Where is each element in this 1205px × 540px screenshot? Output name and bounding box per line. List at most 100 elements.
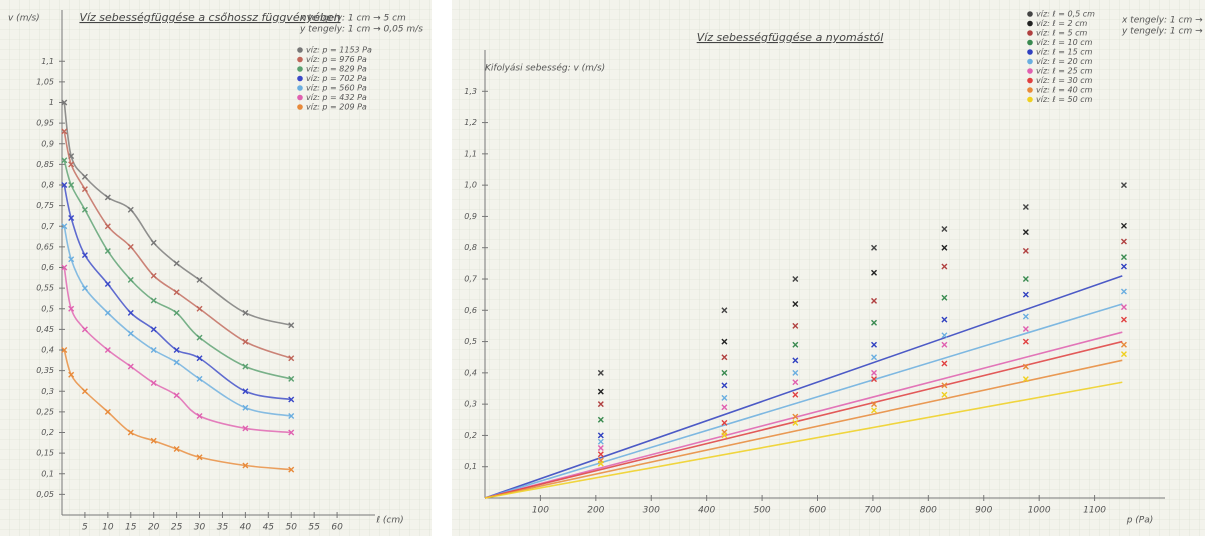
y-tick-label: 0,5 [41, 304, 54, 313]
y-tick-label: 0,9 [41, 139, 54, 148]
legend-label: víz: p = 560 Pa [306, 84, 367, 93]
x-tick-label: 25 [171, 523, 183, 533]
x-tick-label: 35 [217, 523, 229, 533]
legend-label: víz: ℓ = 40 cm [1036, 86, 1093, 95]
legend-swatch [1027, 97, 1033, 103]
legend-swatch [1027, 40, 1033, 46]
legend-swatch [1027, 49, 1033, 55]
legend-swatch [297, 47, 303, 53]
legend-swatch [1027, 78, 1033, 84]
legend-label: víz: p = 829 Pa [306, 65, 367, 74]
x-tick-label: 900 [975, 506, 992, 516]
y-tick-label: 0,6 [464, 306, 477, 315]
y-tick-label: 0,1 [464, 462, 477, 471]
legend-label: víz: p = 209 Pa [306, 103, 367, 112]
x-tick-label: 1100 [1083, 506, 1106, 516]
x-tick-label: 40 [240, 523, 252, 533]
y-tick-label: 0,2 [464, 431, 477, 440]
legend-label: víz: ℓ = 0,5 cm [1036, 10, 1095, 19]
scale-note: y tengely: 1 cm → 0,05 m/s [299, 25, 423, 35]
page: Víz sebességfüggése a csőhossz függvényé… [0, 0, 1205, 536]
x-tick-label: 10 [102, 523, 114, 533]
legend-swatch [297, 66, 303, 72]
legend-label: víz: ℓ = 50 cm [1036, 95, 1093, 104]
y-tick-label: 0,4 [464, 368, 477, 377]
y-tick-label: 0,25 [36, 407, 54, 416]
y-tick-label: 0,15 [36, 449, 54, 458]
y-tick-label: 0,2 [41, 428, 54, 437]
x-axis-label: ℓ (cm) [375, 516, 403, 526]
legend-swatch [297, 104, 303, 110]
legend-label: víz: ℓ = 10 cm [1036, 38, 1093, 47]
y-tick-label: 0,7 [41, 222, 55, 231]
y-tick-label: 1 [49, 98, 54, 107]
x-tick-label: 15 [125, 523, 137, 533]
legend-label: víz: ℓ = 20 cm [1036, 57, 1093, 66]
y-axis-label: Kifolyási sebesség: v (m/s) [485, 63, 605, 74]
y-tick-label: 1,1 [41, 57, 54, 66]
y-tick-label: 0,75 [36, 201, 54, 210]
legend-label: víz: ℓ = 2 cm [1036, 19, 1088, 28]
legend-label: víz: p = 1153 Pa [306, 46, 372, 55]
x-tick-label: 30 [194, 523, 206, 533]
y-tick-label: 1,05 [36, 77, 54, 86]
y-tick-label: 0,3 [464, 400, 477, 409]
x-tick-label: 20 [148, 523, 160, 533]
scale-note: y tengely: 1 cm → 0,1 m/s [1121, 27, 1205, 37]
x-tick-label: 60 [331, 523, 343, 533]
y-tick-label: 0,5 [464, 337, 477, 346]
y-tick-label: 0,05 [36, 490, 54, 499]
x-tick-label: 100 [532, 506, 549, 516]
legend-label: víz: ℓ = 25 cm [1036, 67, 1093, 76]
legend-label: víz: p = 702 Pa [306, 74, 367, 83]
y-tick-label: 0,8 [41, 181, 54, 190]
x-tick-label: 200 [587, 506, 604, 516]
y-tick-label: 0,65 [36, 242, 54, 251]
y-tick-label: 0,45 [36, 325, 54, 334]
legend-swatch [1027, 11, 1033, 17]
x-tick-label: 600 [809, 506, 826, 516]
legend-swatch [297, 76, 303, 82]
x-tick-label: 55 [308, 523, 320, 533]
legend-label: víz: ℓ = 15 cm [1036, 48, 1093, 57]
y-tick-label: 0,8 [464, 243, 477, 252]
y-tick-label: 1,1 [464, 149, 477, 158]
legend-label: víz: ℓ = 5 cm [1036, 29, 1088, 38]
legend-swatch [1027, 87, 1033, 93]
legend-swatch [297, 57, 303, 63]
x-tick-label: 1000 [1028, 506, 1051, 516]
x-tick-label: 45 [263, 523, 275, 533]
x-tick-label: 400 [698, 506, 715, 516]
legend-swatch [1027, 21, 1033, 27]
y-tick-label: 0,7 [464, 275, 478, 284]
y-axis-label: v (m/s) [8, 14, 40, 24]
y-tick-label: 1,3 [464, 87, 477, 96]
y-tick-label: 0,1 [41, 469, 54, 478]
y-tick-label: 1,2 [464, 118, 477, 127]
legend-swatch [297, 95, 303, 101]
legend-swatch [1027, 68, 1033, 74]
x-tick-label: 700 [864, 506, 881, 516]
scale-note: x tengely: 1 cm → 5 cm [299, 14, 406, 24]
x-tick-label: 5 [82, 523, 88, 533]
legend-swatch [297, 85, 303, 91]
y-tick-label: 0,35 [36, 366, 54, 375]
legend-label: víz: p = 432 Pa [306, 93, 367, 102]
y-tick-label: 0,55 [36, 284, 54, 293]
y-tick-label: 0,85 [36, 160, 54, 169]
x-axis-label: p (Pa) [1126, 516, 1154, 526]
y-tick-label: 0,4 [41, 346, 54, 355]
legend-label: víz: p = 976 Pa [306, 55, 367, 64]
legend-swatch [1027, 30, 1033, 36]
y-tick-label: 1,0 [464, 181, 477, 190]
chart-title: Víz sebességfüggése a nyomástól [697, 31, 884, 44]
x-tick-label: 500 [753, 506, 770, 516]
y-tick-label: 0,9 [464, 212, 477, 221]
y-tick-label: 0,6 [41, 263, 54, 272]
legend-label: víz: ℓ = 30 cm [1036, 76, 1093, 85]
y-tick-label: 0,95 [36, 119, 54, 128]
x-tick-label: 300 [643, 506, 660, 516]
x-tick-label: 50 [286, 523, 298, 533]
x-tick-label: 800 [920, 506, 937, 516]
legend-swatch [1027, 59, 1033, 65]
